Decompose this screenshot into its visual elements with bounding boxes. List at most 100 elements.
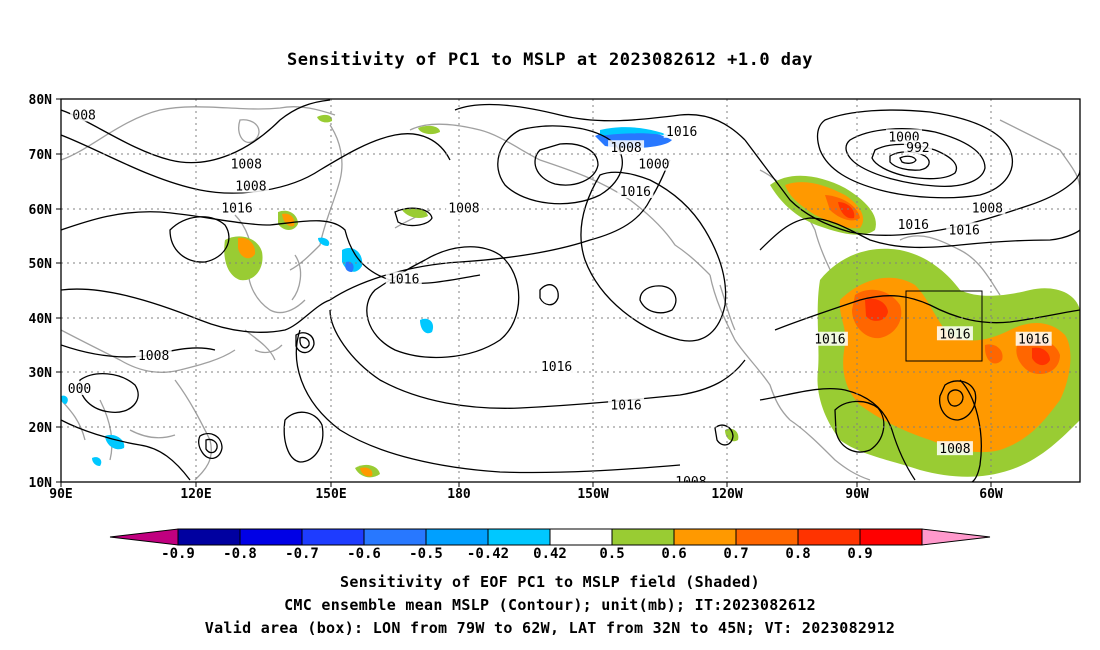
- colorbar-box: [797, 528, 861, 546]
- contour-label: 1016: [221, 201, 252, 216]
- contour-label-bg: [228, 156, 265, 171]
- lon-label: 180: [447, 487, 471, 502]
- colorbar-box: [301, 528, 365, 546]
- colorbar-box: [239, 528, 303, 546]
- shade-positive-red: [838, 202, 855, 219]
- contour-label-bg: [903, 140, 932, 155]
- shade-positive-orange: [360, 467, 373, 477]
- contour-label: 1016: [666, 125, 697, 140]
- contour-label-bg: [219, 200, 256, 215]
- lat-label: 80N: [29, 93, 53, 108]
- colorbar-label: 0.6: [661, 546, 686, 562]
- shade-positive-orange: [238, 237, 256, 259]
- shade-positive-green: [402, 208, 428, 218]
- contour-label: 1008: [138, 349, 169, 364]
- shade-negative-light-blue: [92, 457, 102, 466]
- contour-label: 1016: [814, 333, 845, 348]
- contour-label: 1008: [235, 180, 266, 195]
- contour-label-bg: [969, 200, 1006, 215]
- contour-label-bg: [1015, 331, 1052, 346]
- contour-label-bg: [936, 326, 973, 341]
- contour-label: 1008: [972, 201, 1003, 216]
- contour-label-bg: [608, 397, 645, 412]
- contour-label-bg: [65, 380, 94, 395]
- colorbar-label: -0.7: [285, 546, 319, 562]
- colorbar-box: [425, 528, 489, 546]
- contour-label-bg: [617, 184, 654, 199]
- contour-label-bg: [608, 140, 645, 155]
- shade-negative-light-blue: [61, 395, 68, 404]
- contour-label: 1016: [610, 398, 641, 413]
- colorbar-label: 0.7: [723, 546, 748, 562]
- longitude-labels: 90E 120E 150E 180 150W 120W 90W 60W: [49, 487, 1003, 502]
- lon-label: 60W: [979, 487, 1003, 502]
- colorbar-box: [363, 528, 427, 546]
- contour-label: 1008: [939, 442, 970, 457]
- colorbar-box: [611, 528, 675, 546]
- lon-label: 90E: [49, 487, 72, 502]
- contour-label-bg: [936, 441, 973, 456]
- colorbar-label: 0.9: [847, 546, 872, 562]
- contour-label-bg: [672, 474, 709, 482]
- lat-label: 40N: [29, 312, 53, 327]
- contour-label-bg: [538, 359, 575, 374]
- lat-label: 70N: [29, 148, 53, 163]
- colorbar-boxes: [177, 528, 923, 546]
- colorbar-box: [735, 528, 799, 546]
- colorbar-label: -0.6: [347, 546, 381, 562]
- shade-positive-green: [725, 428, 739, 442]
- contour-label: 1008: [231, 158, 262, 173]
- contour-label: 008: [72, 108, 95, 123]
- lat-label: 30N: [29, 366, 53, 381]
- caption-shaded: Sensitivity of EOF PC1 to MSLP field (Sh…: [340, 573, 760, 591]
- shade-positive-red: [1032, 347, 1050, 366]
- colorbar-label: 0.42: [533, 546, 567, 562]
- valid-area-box: [905, 290, 983, 362]
- lat-label: 10N: [29, 476, 53, 491]
- shade-negative-light-blue: [318, 237, 330, 246]
- contour-label: 1016: [1018, 333, 1049, 348]
- lat-label: 60N: [29, 203, 53, 218]
- contour-label-bg: [811, 331, 848, 346]
- shade-positive-green: [418, 125, 440, 135]
- contour-label: 1016: [939, 327, 970, 342]
- contour-label: 1016: [541, 360, 572, 375]
- colorbar-low-triangle: [109, 528, 179, 546]
- map-frame: [60, 98, 1081, 483]
- latitude-labels: 80N 70N 60N 50N 40N 30N 20N 10N: [29, 93, 53, 491]
- contour-label: 1008: [675, 475, 706, 490]
- colorbar-label: -0.8: [223, 546, 257, 562]
- lon-label: 150E: [315, 487, 346, 502]
- contour-label: 1000: [638, 158, 669, 173]
- contour-label-bg: [895, 216, 932, 231]
- contour-label-bg: [885, 129, 922, 144]
- caption-contour: CMC ensemble mean MSLP (Contour); unit(m…: [284, 596, 816, 614]
- contour-label-bg: [70, 107, 99, 122]
- colorbar-box: [859, 528, 923, 546]
- colorbar-box: [487, 528, 551, 546]
- colorbar-label: 0.8: [785, 546, 810, 562]
- colorbar-labels: -0.9 -0.8 -0.7 -0.6 -0.5 -0.42 0.42 0.5 0.6 0.7 0.…: [161, 546, 873, 562]
- colorbar-box: [177, 528, 241, 546]
- map-title: Sensitivity of PC1 to MSLP at 2023082612…: [286, 50, 813, 70]
- lon-label: 150W: [577, 487, 608, 502]
- contour-label: 1016: [898, 218, 929, 233]
- shaded-sensitivity: [61, 114, 1080, 478]
- contour-label-bg: [385, 271, 422, 286]
- contour-label-bg: [946, 222, 983, 237]
- lat-label: 50N: [29, 257, 53, 272]
- shade-positive-red: [865, 298, 888, 321]
- contour-label: 000: [68, 382, 91, 397]
- colorbar: -0.9 -0.8 -0.7 -0.6 -0.5 -0.42 0.42 0.5 0.6 0.7 0.…: [109, 528, 991, 562]
- axis-ticks: [56, 98, 992, 487]
- contour-label-bg: [232, 178, 269, 193]
- contour-label: 1016: [949, 223, 980, 238]
- contour-label-bg: [663, 123, 700, 138]
- colorbar-label: 0.5: [599, 546, 624, 562]
- caption-valid-area: Valid area (box): LON from 79W to 62W, L…: [204, 619, 896, 637]
- contour-label: 1016: [620, 185, 651, 200]
- colorbar-box: [673, 528, 737, 546]
- contour-label: 1008: [448, 201, 479, 216]
